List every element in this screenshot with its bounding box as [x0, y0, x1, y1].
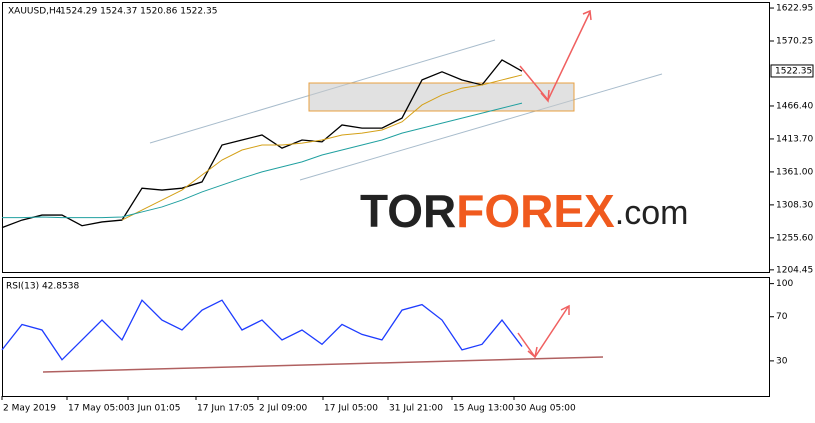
y-tick-label: 70 — [776, 312, 788, 322]
y-tick-label: 1466.40 — [776, 101, 813, 111]
y-tick-label: 1622.95 — [776, 4, 813, 14]
y-tick-label: 1308.30 — [776, 200, 813, 210]
symbol: XAUUSD,H4 — [8, 7, 62, 17]
series-line — [1, 299, 523, 361]
x-tick-label: 31 Jul 21:00 — [389, 404, 443, 414]
price-panel — [2, 2, 770, 273]
rsi-panel — [2, 277, 770, 397]
y-tick-label: 1413.70 — [776, 134, 813, 144]
x-tick-label: 2 Jul 09:00 — [259, 404, 308, 414]
x-tick-label: 17 Jul 05:00 — [324, 404, 378, 414]
x-tick-label: 30 Aug 05:00 — [515, 404, 576, 414]
y-tick-label: 30 — [776, 356, 788, 366]
channel-bottom — [299, 73, 663, 181]
rsi-title: RSI(13) 42.8538 — [6, 282, 79, 292]
ohlc: 1524.29 1524.37 1520.86 1522.35 — [60, 7, 217, 17]
y-tick-label: 1361.00 — [776, 167, 813, 177]
support-zone — [308, 82, 575, 112]
forecast-arrows — [517, 9, 592, 359]
x-tick-label: 2 May 2019 — [3, 404, 56, 414]
y-tick-label: 1204.45 — [776, 265, 813, 275]
series-line — [121, 74, 523, 221]
x-tick-label: 17 May 05:00 — [68, 404, 130, 414]
series-line — [2, 102, 523, 219]
x-tick-label: 17 Jun 17:05 — [197, 404, 254, 414]
rsi-trendline — [42, 356, 604, 373]
x-tick-label: 3 Jun 01:05 — [129, 404, 180, 414]
y-tick-label: 100 — [776, 279, 793, 289]
last-price-label: 1522.35 — [775, 66, 812, 76]
y-tick-label: 1570.25 — [776, 37, 813, 47]
watermark: TORFOREX.com — [360, 185, 688, 237]
last-price-box — [770, 64, 814, 78]
series-line — [1, 59, 523, 229]
y-tick-label: 1255.60 — [776, 233, 813, 243]
x-tick-label: 15 Aug 13:00 — [453, 404, 514, 414]
